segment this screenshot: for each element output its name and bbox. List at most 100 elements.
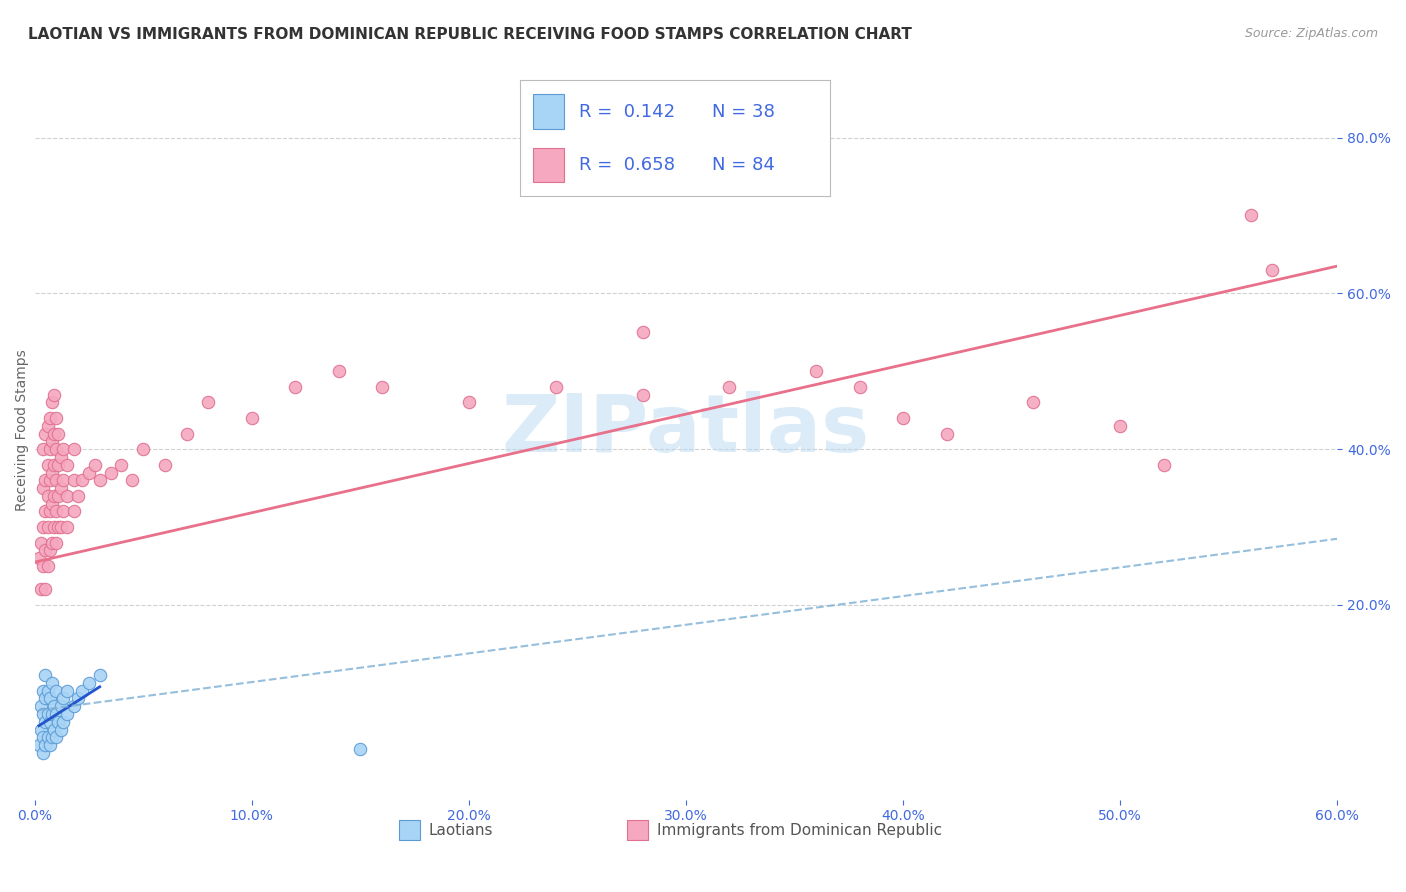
Point [284,380,307,394]
Point [48,458,70,472]
Point [100,466,122,480]
Point [848,380,870,394]
Point [1261,263,1284,277]
Point [37,520,59,534]
Point [45,504,67,518]
Point [56,707,79,722]
Text: N = 38: N = 38 [711,103,775,120]
Point [42,489,65,503]
Point [42,520,65,534]
Text: R =  0.142: R = 0.142 [579,103,675,120]
Point [32,746,55,760]
Point [371,380,394,394]
Text: R =  0.658: R = 0.658 [579,156,675,174]
Point [72,473,94,487]
Point [62,504,84,518]
Point [52,691,75,706]
Point [48,714,70,729]
Point [38,411,60,425]
Text: Immigrants from Dominican Republic: Immigrants from Dominican Republic [657,822,942,838]
Point [30,535,52,549]
Point [66,489,89,503]
Point [38,442,60,457]
Point [42,387,65,401]
Point [41,466,63,480]
Point [1022,395,1045,409]
Text: LAOTIAN VS IMMIGRANTS FROM DOMINICAN REPUBLIC RECEIVING FOOD STAMPS CORRELATION : LAOTIAN VS IMMIGRANTS FROM DOMINICAN REP… [28,27,912,42]
Point [45,535,67,549]
Point [48,489,70,503]
Point [62,442,84,457]
Point [56,458,79,472]
Point [41,731,63,745]
Point [49,699,72,714]
Point [49,520,72,534]
Point [38,738,60,752]
Point [34,504,56,518]
Point [72,683,94,698]
Point [37,489,59,503]
Point [349,742,371,756]
Point [121,473,143,487]
Point [891,411,914,425]
Point [110,458,132,472]
Point [52,442,75,457]
Point [240,411,263,425]
Point [132,442,155,457]
Point [34,426,56,441]
Point [457,395,479,409]
Point [41,676,63,690]
Point [41,395,63,409]
Point [89,668,111,682]
Point [631,387,654,401]
Point [49,481,72,495]
Text: Laotians: Laotians [429,822,494,838]
Text: Source: ZipAtlas.com: Source: ZipAtlas.com [1244,27,1378,40]
Point [32,559,55,574]
Point [34,738,56,752]
Point [32,442,55,457]
Point [30,723,52,737]
Point [32,731,55,745]
Point [718,380,741,394]
Point [45,411,67,425]
Point [89,473,111,487]
Point [42,723,65,737]
Point [56,489,79,503]
Point [197,395,219,409]
Point [37,559,59,574]
Point [45,707,67,722]
Point [806,364,828,378]
Point [34,691,56,706]
Point [37,418,59,433]
Point [28,551,51,566]
Point [77,676,100,690]
FancyBboxPatch shape [533,95,564,129]
Point [77,466,100,480]
Point [52,504,75,518]
Text: ZIPatlas: ZIPatlas [502,391,870,468]
FancyBboxPatch shape [533,147,564,182]
Point [41,434,63,449]
Point [935,426,957,441]
Point [32,683,55,698]
Point [37,731,59,745]
Point [49,450,72,464]
Point [41,535,63,549]
Point [38,473,60,487]
Point [544,380,567,394]
Point [38,543,60,558]
Point [32,520,55,534]
Point [84,458,107,472]
Point [38,691,60,706]
Point [32,707,55,722]
Point [45,683,67,698]
Point [37,458,59,472]
Point [42,458,65,472]
Point [1109,418,1132,433]
Point [49,723,72,737]
Point [41,497,63,511]
Point [631,326,654,340]
Point [62,699,84,714]
Point [30,699,52,714]
